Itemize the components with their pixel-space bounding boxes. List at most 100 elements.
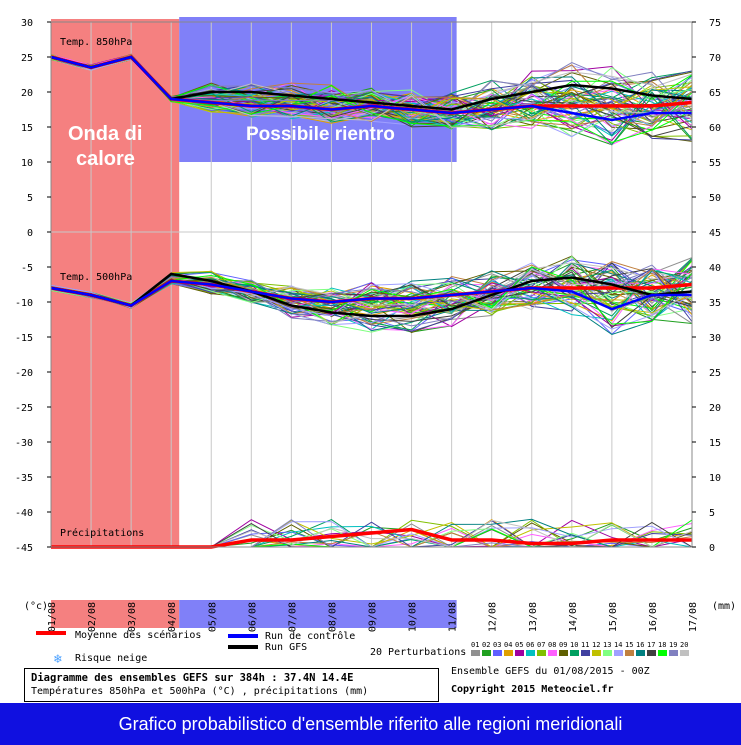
series-line: [50, 279, 692, 311]
perturbation-swatch: [647, 650, 656, 656]
date-tick-label: 14/08: [568, 602, 579, 632]
right-tick-label: 65: [709, 88, 721, 99]
date-tick-label: 15/08: [608, 602, 619, 632]
right-tick-label: 10: [709, 473, 721, 484]
left-tick-label: 15: [21, 123, 33, 134]
left-tick-label: -25: [15, 403, 33, 414]
t500-label: Temp. 500hPa: [60, 272, 132, 283]
perturbation-swatch: [548, 650, 557, 656]
legend-mean-swatch: [36, 631, 66, 635]
perturbation-swatch: [537, 650, 546, 656]
perturbation-swatch: [493, 650, 502, 656]
perturbation-number: 02: [482, 641, 491, 649]
perturbation-swatch: [570, 650, 579, 656]
t850-label: Temp. 850hPa: [60, 37, 132, 48]
left-tick-label: -10: [15, 298, 33, 309]
perturbation-swatch: [603, 650, 612, 656]
info-subtitle: Températures 850hPa et 500hPa (°C) , pré…: [31, 686, 369, 697]
heatwave-label-line1: Onda di: [68, 123, 142, 145]
series-line: [50, 55, 692, 122]
return-date-band: [179, 600, 457, 628]
perturbation-number: 20: [680, 641, 689, 649]
left-unit-label: (°c): [24, 601, 48, 612]
perturbation-number: 14: [614, 641, 623, 649]
date-tick-label: 12/08: [488, 602, 499, 632]
left-tick-label: -40: [15, 508, 33, 519]
date-tick-label: 16/08: [648, 602, 659, 632]
left-tick-label: 20: [21, 88, 33, 99]
perturbation-swatch: [669, 650, 678, 656]
precip-label: Précipitations: [60, 527, 144, 539]
perturbation-swatch: [592, 650, 601, 656]
right-tick-label: 50: [709, 193, 721, 204]
legend-control-swatch: [228, 634, 258, 638]
date-tick-label: 01/08: [47, 602, 58, 632]
perturbation-swatch: [471, 650, 480, 656]
right-tick-label: 60: [709, 123, 721, 134]
perturbation-swatch: [625, 650, 634, 656]
right-tick-label: 20: [709, 403, 721, 414]
date-tick-label: 04/08: [167, 602, 178, 632]
info-title: Diagramme des ensembles GEFS sur 384h : …: [31, 672, 354, 684]
date-tick-label: 11/08: [448, 602, 459, 632]
right-tick-label: 25: [709, 368, 721, 379]
perturbation-number: 08: [548, 641, 557, 649]
legend-mean-label: Moyenne des scénarios: [75, 630, 202, 641]
perturbation-number: 07: [537, 641, 546, 649]
left-tick-label: -35: [15, 473, 33, 484]
perturbation-swatch: [515, 650, 524, 656]
left-tick-label: -45: [15, 543, 33, 554]
legend-gfs-label: Run GFS: [265, 642, 308, 653]
perturbation-number: 17: [647, 641, 656, 649]
ensemble-run-label: Ensemble GEFS du 01/08/2015 - 00Z: [451, 666, 650, 677]
perturbation-number: 18: [658, 641, 667, 649]
perturbation-number: 03: [493, 641, 502, 649]
copyright-label: Copyright 2015 Meteociel.fr: [451, 684, 614, 695]
perturbation-number: 16: [636, 641, 645, 649]
legend-perturbations-label: 20 Perturbations: [370, 647, 467, 658]
date-tick-label: 02/08: [87, 602, 98, 632]
date-tick-label: 13/08: [528, 602, 539, 632]
info-box: Diagramme des ensembles GEFS sur 384h : …: [24, 668, 439, 702]
heatwave-date-band: [51, 600, 180, 628]
perturbation-number: 04: [504, 641, 513, 649]
left-tick-label: -20: [15, 368, 33, 379]
left-tick-label: -15: [15, 333, 33, 344]
perturbation-number: 11: [581, 641, 590, 649]
perturbation-number: 10: [570, 641, 579, 649]
left-tick-label: 5: [27, 193, 33, 204]
perturbation-number: 12: [592, 641, 601, 649]
right-tick-label: 45: [709, 228, 721, 239]
perturbation-number: 06: [526, 641, 535, 649]
legend-gfs-swatch: [228, 645, 258, 649]
right-tick-label: 35: [709, 298, 721, 309]
right-tick-label: 15: [709, 438, 721, 449]
left-tick-label: -30: [15, 438, 33, 449]
perturbation-swatch: [680, 650, 689, 656]
date-tick-label: 03/08: [127, 602, 138, 632]
right-unit-label: (mm): [712, 601, 736, 612]
perturbation-swatch: [559, 650, 568, 656]
footer-banner: Grafico probabilistico d'ensemble riferi…: [0, 703, 741, 745]
left-tick-label: 25: [21, 53, 33, 64]
left-tick-label: 0: [27, 228, 33, 239]
right-tick-label: 0: [709, 543, 715, 554]
perturbation-number: 13: [603, 641, 612, 649]
left-tick-label: 10: [21, 158, 33, 169]
right-tick-label: 5: [709, 508, 715, 519]
return-label: Possibile rientro: [246, 124, 395, 145]
perturbation-number: 01: [471, 641, 480, 649]
snowflake-icon: ❄: [54, 652, 62, 667]
perturbation-number: 15: [625, 641, 634, 649]
legend-snow-label: Risque neige: [75, 653, 148, 664]
perturbation-swatch: [504, 650, 513, 656]
date-tick-label: 09/08: [368, 602, 379, 632]
right-tick-label: 40: [709, 263, 721, 274]
right-tick-label: 75: [709, 18, 721, 29]
date-tick-label: 08/08: [327, 602, 338, 632]
date-tick-label: 17/08: [688, 602, 699, 632]
perturbation-swatch: [636, 650, 645, 656]
right-tick-label: 30: [709, 333, 721, 344]
left-tick-label: 30: [21, 18, 33, 29]
perturbation-number: 09: [559, 641, 568, 649]
